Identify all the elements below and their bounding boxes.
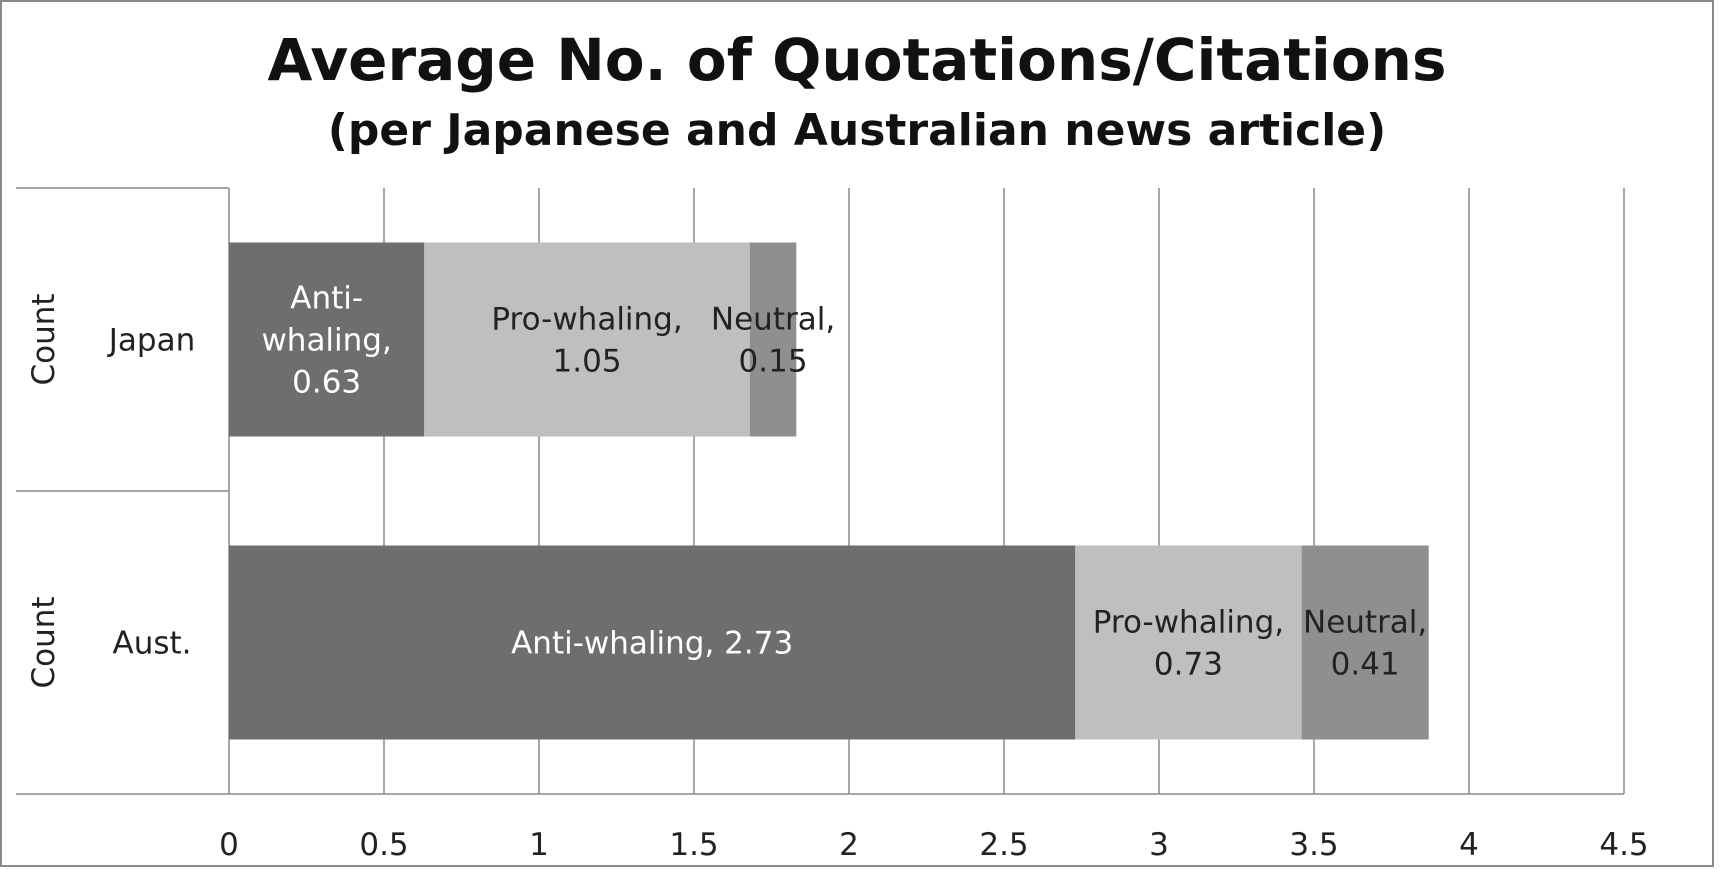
data-label: Pro-whaling, 0.73: [1093, 605, 1284, 683]
x-tick-label: 3: [1149, 827, 1169, 863]
category-label-0: Japan: [107, 323, 195, 359]
x-tick-label: 0.5: [359, 827, 408, 863]
bar-segment: [229, 545, 1076, 740]
x-tick-label: 0: [219, 827, 239, 863]
data-label-layer: Anti-whaling, 0.63 Pro-whaling, 1.05 Neutral…: [261, 281, 1427, 683]
x-tick-label: 3.5: [1289, 827, 1338, 863]
data-label: Pro-whaling, 1.05: [491, 302, 682, 380]
x-tick-label: 4.5: [1599, 827, 1648, 863]
group-axis-label: Count: [26, 596, 62, 688]
data-label: Neutral, 0.41: [1303, 605, 1427, 683]
chart-title: Average No. of Quotations/Citations: [268, 26, 1447, 94]
x-tick-label: 1: [529, 827, 549, 863]
category-label-1: Aust.: [112, 626, 191, 662]
bar-segment: [424, 242, 750, 437]
data-label: Neutral, 0.15: [711, 302, 835, 380]
bar-segment: [1301, 545, 1429, 740]
data-label: Anti-whaling, 2.73: [511, 626, 793, 662]
x-tick-label: 2.5: [979, 827, 1028, 863]
axis-layer: 0 0.5 1 1.5 2 2.5 3 3.5 4 4.5 Count Japan Count Aust.: [16, 187, 1649, 863]
x-tick-label: 2: [839, 827, 859, 863]
group-axis-label: Count: [26, 293, 62, 385]
bar-segment: [749, 242, 797, 437]
bar-segment: [229, 242, 425, 437]
bar-layer: [229, 242, 1429, 740]
bar-segment: [1075, 545, 1302, 740]
x-tick-label: 1.5: [669, 827, 718, 863]
data-label: Anti-whaling, 0.63: [261, 281, 391, 401]
chart-subtitle: (per Japanese and Australian news articl…: [328, 105, 1387, 156]
x-tick-label: 4: [1459, 827, 1479, 863]
